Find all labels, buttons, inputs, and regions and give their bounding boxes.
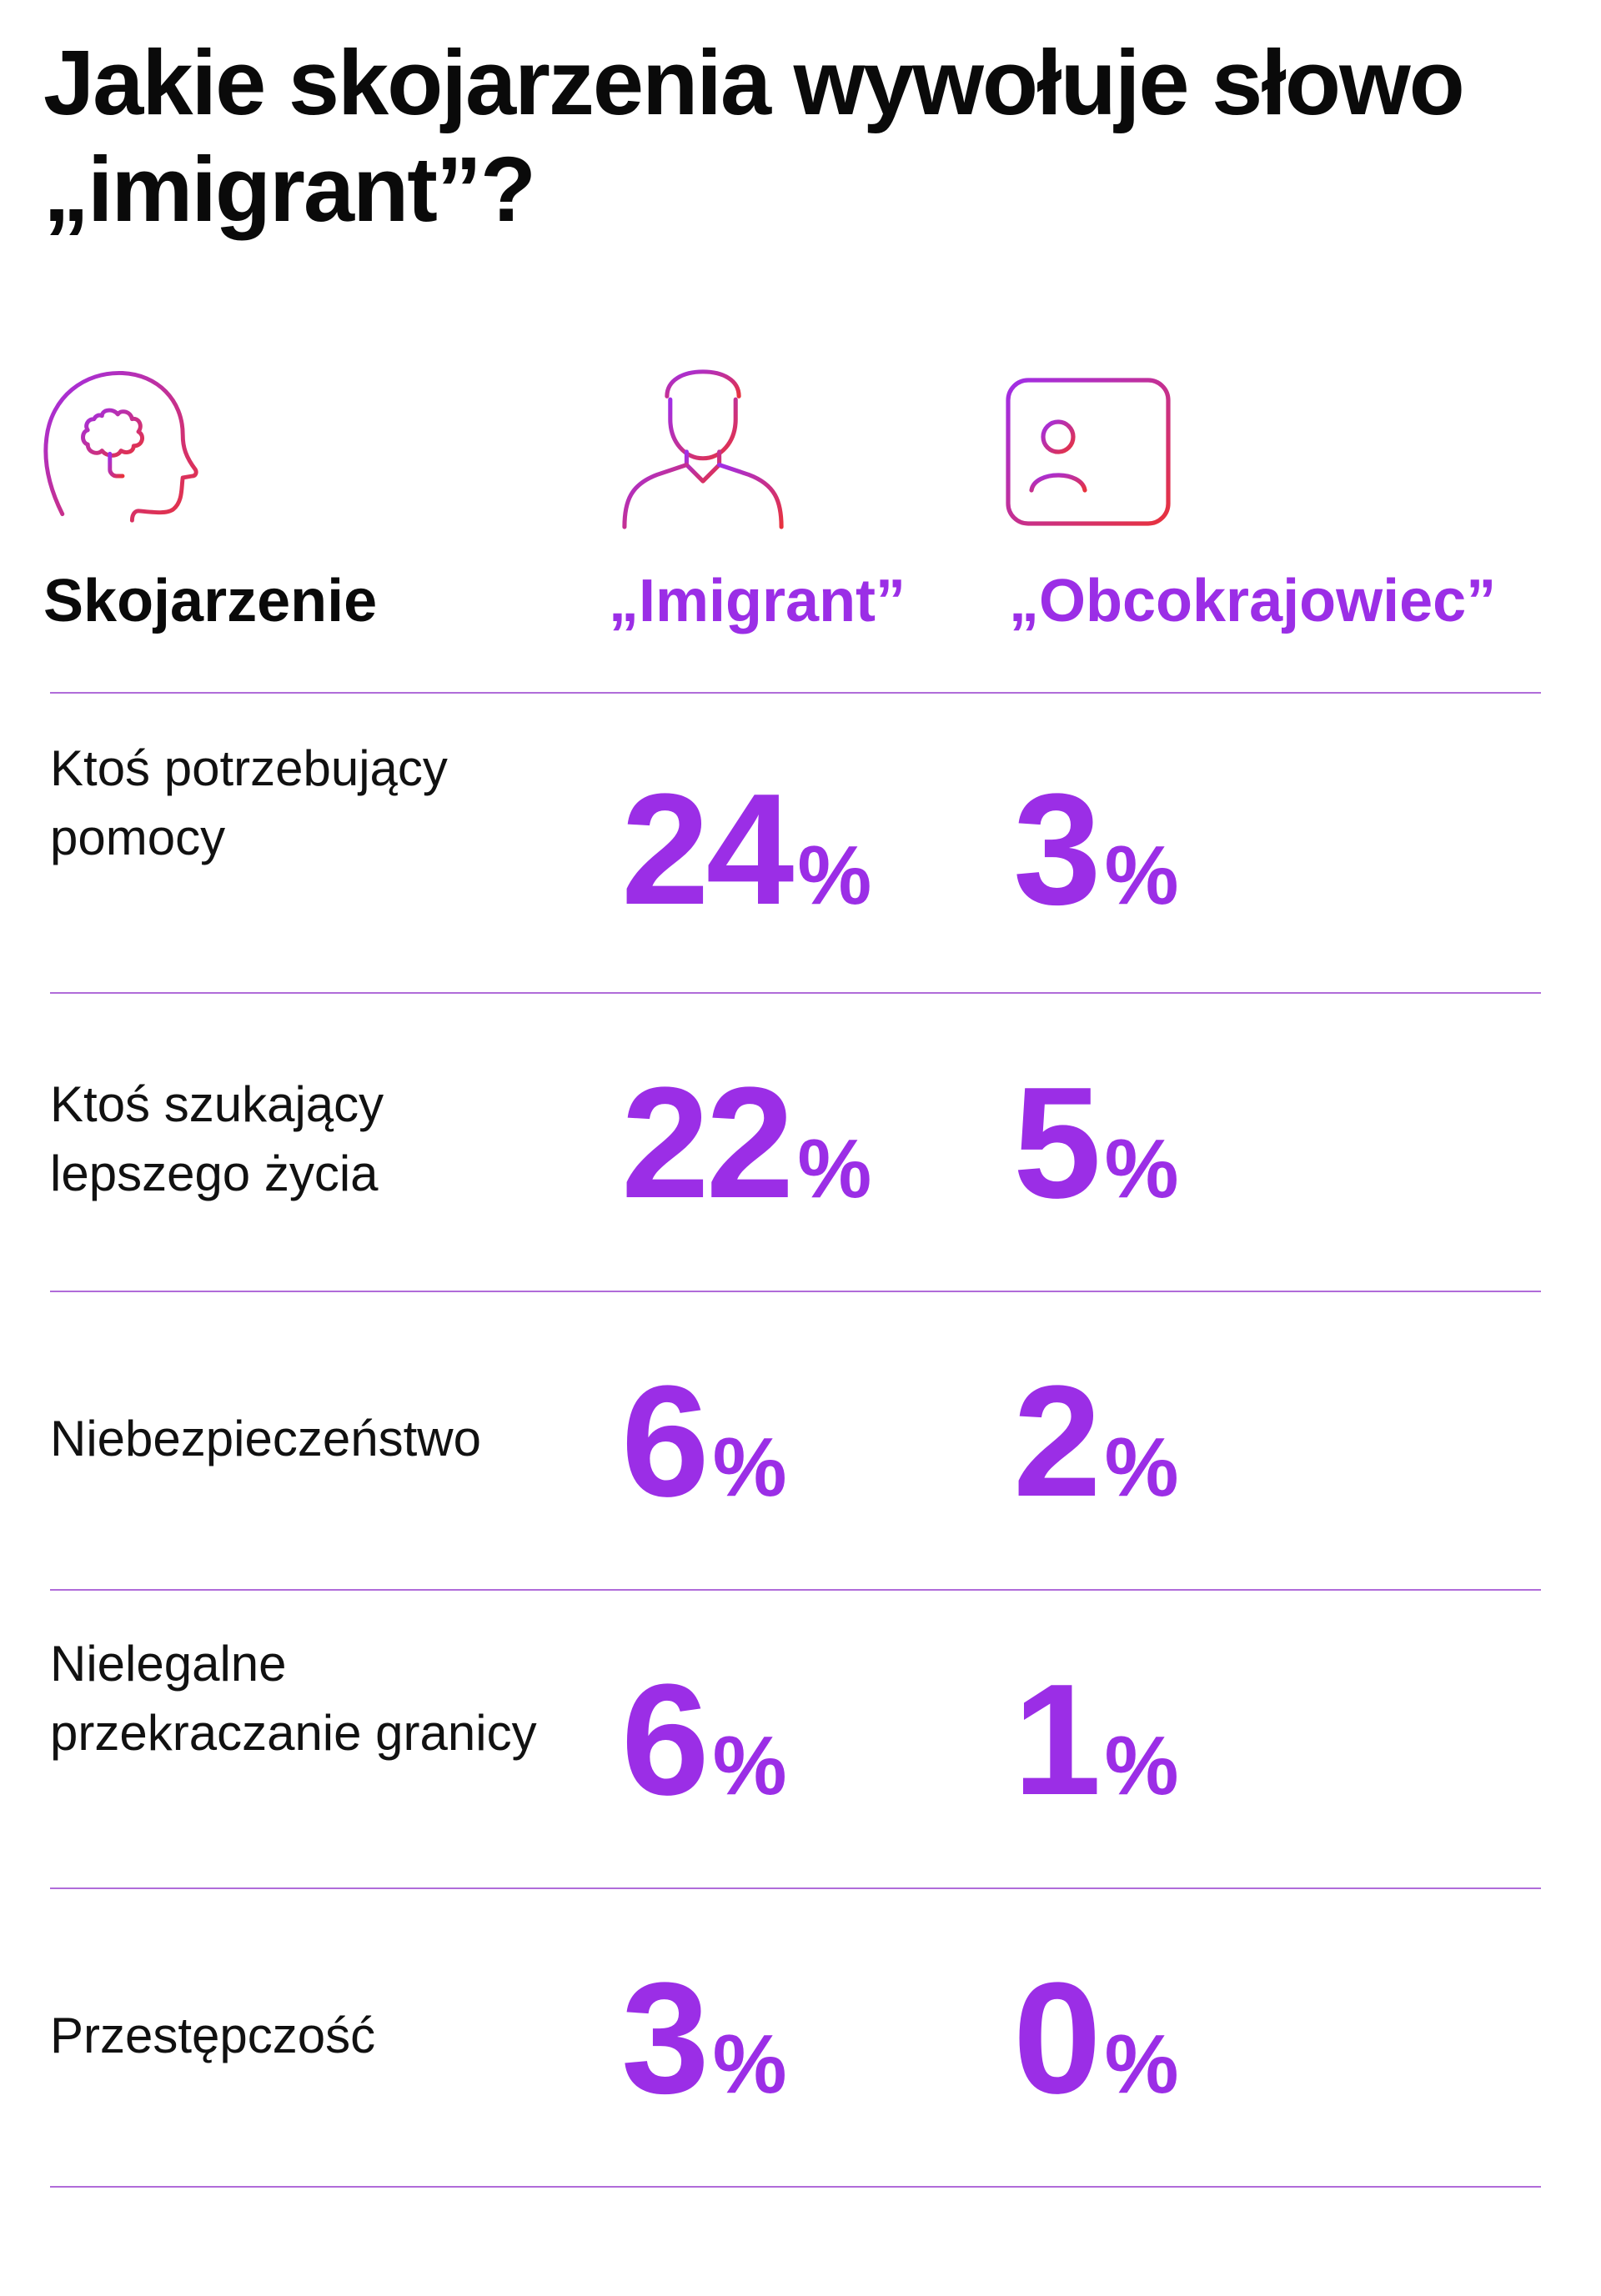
value-obcokrajowiec: 1% [1013, 1652, 1179, 1828]
page-title: Jakie skojarzenia wywołuje słowo „imigra… [43, 32, 1465, 241]
value-imigrant: 6% [621, 1652, 787, 1828]
divider [50, 1887, 1541, 1889]
row-label: Przestępczość [50, 2008, 376, 2063]
value-imigrant: 24% [621, 761, 872, 938]
row-label: Ktoś potrzebujący pomocy [50, 740, 448, 865]
value-obcokrajowiec: 0% [1013, 1950, 1179, 2127]
row-label: Niebezpieczeństwo [50, 1411, 481, 1466]
row-label: Nielegalne przekraczanie granicy [50, 1636, 537, 1761]
value-obcokrajowiec: 2% [1013, 1353, 1179, 1530]
value-obcokrajowiec: 5% [1013, 1055, 1179, 1231]
header-obcokrajowiec: „Obcokrajowiec” [1009, 568, 1497, 634]
row-label: Ktoś szukający lepszego życia [50, 1076, 384, 1201]
divider [50, 2186, 1541, 2188]
header-association: Skojarzenie [43, 568, 378, 634]
header-imigrant: „Imigrant” [609, 568, 906, 634]
id-card-icon [1005, 377, 1172, 527]
divider [50, 692, 1541, 694]
value-imigrant: 22% [621, 1055, 872, 1231]
head-brain-icon [43, 365, 202, 524]
value-imigrant: 3% [621, 1950, 787, 2127]
worker-cap-icon [621, 367, 785, 530]
divider [50, 992, 1541, 994]
divider [50, 1291, 1541, 1292]
divider [50, 1589, 1541, 1591]
value-obcokrajowiec: 3% [1013, 761, 1179, 938]
value-imigrant: 6% [621, 1353, 787, 1530]
